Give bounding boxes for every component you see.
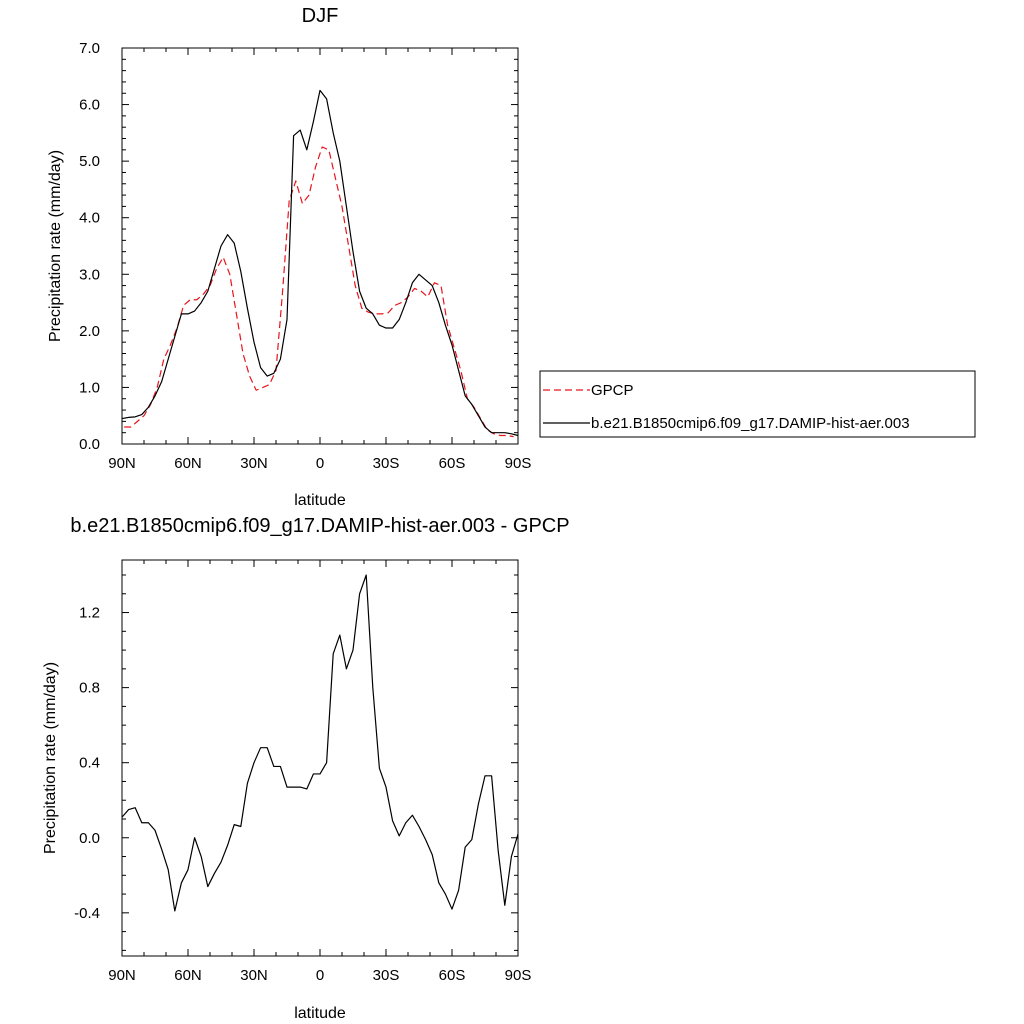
x-tick-label: 30S	[373, 967, 400, 984]
x-tick-label: 30S	[373, 455, 400, 472]
y-tick-label: 5.0	[79, 153, 100, 170]
x-tick-label: 60N	[174, 455, 202, 472]
legend: GPCP b.e21.B1850cmip6.f09_g17.DAMIP-hist…	[539, 370, 976, 438]
top-x-axis-title: latitude	[294, 492, 346, 509]
y-tick-label: 7.0	[79, 40, 100, 57]
bottom-y-tick-labels: -0.4 0.0 0.4 0.8 1.2	[74, 605, 100, 922]
top-x-tick-labels: 90N 60N 30N 0 30S 60S 90S	[108, 455, 531, 472]
x-tick-label: 60S	[439, 967, 466, 984]
y-tick-label: 1.2	[79, 605, 100, 622]
x-tick-label: 30N	[240, 967, 268, 984]
y-tick-label: 2.0	[79, 323, 100, 340]
difference-panel: b.e21.B1850cmip6.f09_g17.DAMIP-hist-aer.…	[42, 515, 570, 1022]
x-tick-label: 90N	[108, 967, 136, 984]
bottom-chart-title: b.e21.B1850cmip6.f09_g17.DAMIP-hist-aer.…	[70, 515, 569, 537]
y-tick-label: 3.0	[79, 266, 100, 283]
x-tick-label: 90S	[505, 967, 532, 984]
bottom-y-axis-title: Precipitation rate (mm/day)	[42, 662, 59, 854]
y-tick-label: -0.4	[74, 905, 100, 922]
y-tick-label: 0.0	[79, 436, 100, 453]
x-tick-label: 0	[316, 967, 324, 984]
x-tick-label: 30N	[240, 455, 268, 472]
bottom-axis-ticks	[121, 560, 519, 956]
top-axis-ticks	[121, 47, 519, 445]
series-line-difference	[121, 574, 519, 912]
top-y-tick-labels: 0.0 1.0 2.0 3.0 4.0 5.0 6.0 7.0	[79, 40, 100, 453]
y-tick-label: 6.0	[79, 97, 100, 114]
top-series-lines	[121, 89, 519, 438]
bottom-series-lines	[121, 574, 519, 912]
y-tick-label: 0.8	[79, 680, 100, 697]
x-tick-label: 0	[316, 455, 324, 472]
top-y-axis-title: Precipitation rate (mm/day)	[47, 150, 64, 342]
bottom-plot-frame	[121, 559, 519, 957]
top-chart-title: DJF	[302, 5, 339, 27]
bottom-x-tick-labels: 90N 60N 30N 0 30S 60S 90S	[108, 967, 531, 984]
x-tick-label: 60N	[174, 967, 202, 984]
series-line-model	[121, 89, 519, 437]
y-tick-label: 4.0	[79, 210, 100, 227]
legend-gpcp-label: GPCP	[591, 382, 634, 399]
top-plot-frame	[121, 47, 519, 445]
y-tick-label: 0.0	[79, 830, 100, 847]
series-line-gpcp	[124, 146, 514, 438]
legend-box	[539, 370, 976, 438]
bottom-x-axis-title: latitude	[294, 1005, 346, 1022]
climatology-panel: DJF 0.0 1.0 2.0 3.0 4.0 5.0 6.0 7.0 90N 60N 30N 0 3…	[47, 5, 531, 509]
x-tick-label: 90N	[108, 455, 136, 472]
y-tick-label: 0.4	[79, 755, 100, 772]
x-tick-label: 90S	[505, 455, 532, 472]
legend-model-label: b.e21.B1850cmip6.f09_g17.DAMIP-hist-aer.…	[591, 415, 910, 432]
x-tick-label: 60S	[439, 455, 466, 472]
y-tick-label: 1.0	[79, 379, 100, 396]
